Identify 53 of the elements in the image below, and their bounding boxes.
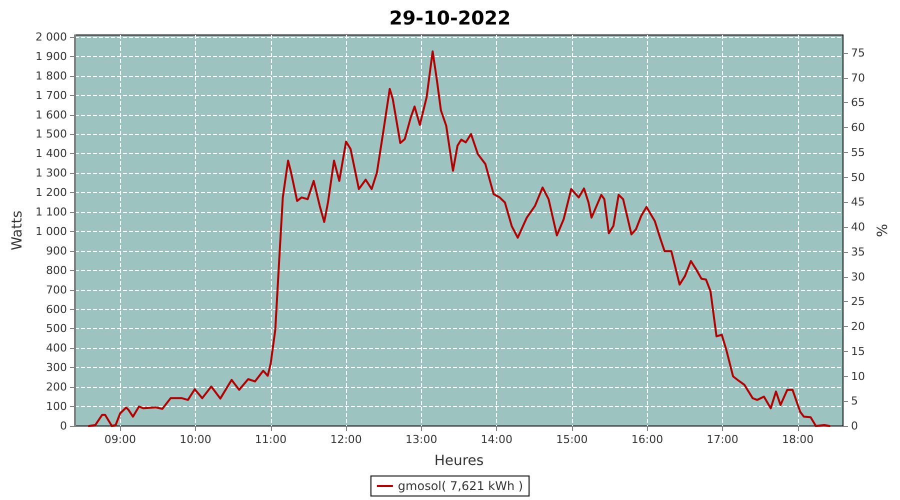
y-tick-label: 500 (46, 322, 67, 336)
y-tick-label: 1 900 (36, 50, 67, 63)
y-tick-label: 1 700 (36, 88, 67, 102)
y2-tick-label: 45 (851, 196, 865, 209)
y2-tick-label: 25 (851, 295, 865, 308)
y2-tick-label: 5 (851, 394, 858, 408)
y-tick-label: 1 200 (36, 186, 67, 200)
y-tick-label: 1 800 (36, 69, 67, 82)
x-tick-label: 12:00 (330, 433, 362, 446)
y2-tick-label: 0 (851, 420, 858, 432)
y2-tick-label: 20 (851, 320, 865, 334)
y-tick-label: 100 (46, 400, 67, 414)
y2-tick-label: 65 (851, 96, 865, 110)
x-axis-title: Heures (434, 453, 484, 469)
y-tick-label: 300 (46, 361, 67, 374)
y-tick-label: 1 000 (36, 224, 67, 238)
y-tick-label: 400 (46, 342, 67, 355)
y-axis-title: Watts (10, 210, 26, 250)
y2-tick-label: 40 (851, 220, 865, 234)
y-tick-label: 2 000 (36, 30, 67, 44)
x-tick-label: 17:00 (706, 433, 738, 446)
y-tick-label: 1 600 (36, 108, 67, 122)
y2-tick-label: 60 (851, 121, 865, 134)
y-tick-label: 1 400 (36, 147, 67, 160)
y2-tick-label: 70 (851, 71, 865, 84)
y-tick-label: 0 (60, 420, 67, 432)
x-tick-label: 09:00 (104, 433, 136, 446)
y-tick-label: 1 500 (36, 128, 67, 141)
chart-title: 29-10-2022 (389, 8, 511, 30)
line-series (88, 50, 830, 427)
y2-tick-label: 55 (851, 146, 865, 159)
y2-tick-label: 15 (851, 344, 865, 358)
y-tick-label: 200 (46, 380, 67, 394)
y2-tick-label: 30 (851, 270, 865, 284)
y2-tick-label: 75 (851, 46, 865, 60)
y-tick-label: 600 (46, 302, 67, 316)
y-tick-label: 800 (46, 264, 67, 277)
x-tick-label: 16:00 (631, 433, 664, 446)
y2-tick-label: 50 (851, 170, 865, 184)
x-tick-label: 11:00 (254, 433, 287, 446)
x-tick-label: 18:00 (782, 433, 814, 446)
x-tick-label: 14:00 (480, 433, 512, 446)
x-tick-label: 13:00 (406, 433, 438, 446)
y-tick-label: 1 100 (36, 206, 67, 219)
y-tick-label: 900 (46, 244, 67, 258)
y-tick-label: 1 300 (36, 166, 67, 180)
x-tick-label: 15:00 (556, 433, 588, 446)
y2-tick-label: 10 (851, 370, 865, 383)
y-tick-label: 700 (46, 283, 67, 296)
y2-tick-label: 35 (851, 245, 865, 258)
x-tick-label: 10:00 (180, 433, 212, 446)
y2-axis-title: % (874, 224, 891, 238)
legend-label: gmosol( 7,621 kWh ) (398, 479, 524, 493)
